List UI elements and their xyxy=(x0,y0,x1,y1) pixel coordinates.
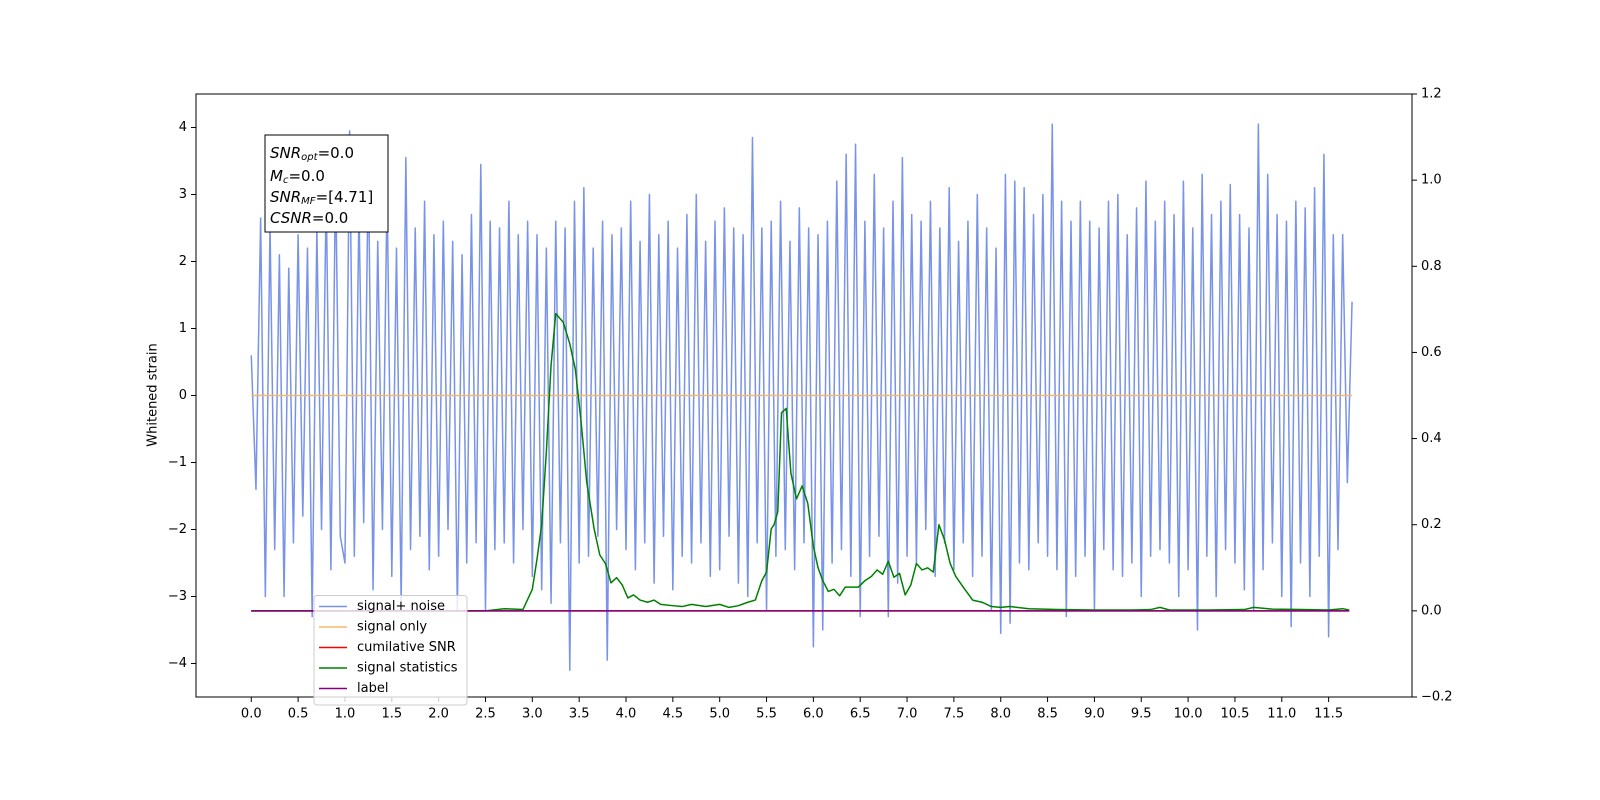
y2-tick-label: 1.0 xyxy=(1421,173,1442,188)
legend-label: signal+ noise xyxy=(357,599,445,614)
x-tick-label: 7.5 xyxy=(944,707,965,722)
y2-tick-label: 1.2 xyxy=(1421,87,1442,102)
annotation-line: Mc=0.0 xyxy=(270,167,325,187)
annotation-frame xyxy=(264,134,389,233)
annotation-text: =0.0 xyxy=(312,209,348,227)
y2-tick-label: 0.0 xyxy=(1421,603,1442,618)
x-tick-label: 5.0 xyxy=(709,707,730,722)
y-tick-label: 3 xyxy=(179,187,187,202)
x-tick-label: 8.5 xyxy=(1037,707,1058,722)
annotation-line: CSNR=0.0 xyxy=(270,209,348,227)
x-tick-label: 3.5 xyxy=(569,707,590,722)
y-tick-label: −2 xyxy=(168,522,187,537)
lines xyxy=(250,123,1353,671)
annotation-base: SNR xyxy=(270,188,301,206)
x-tick-label: 9.0 xyxy=(1084,707,1105,722)
legend-label: signal only xyxy=(357,620,427,635)
annotation-line: SNRopt=0.0 xyxy=(270,144,354,164)
x-tick-label: 9.5 xyxy=(1131,707,1152,722)
y-tick-label: 1 xyxy=(179,321,187,336)
x-tick-label: 5.5 xyxy=(756,707,777,722)
y2-tick-label: 0.2 xyxy=(1421,517,1442,532)
annotation-sub: MF xyxy=(301,196,316,207)
x-tick-label: 0.5 xyxy=(288,707,309,722)
x-tick-label: 1.5 xyxy=(381,707,402,722)
annotation-text: =0.0 xyxy=(318,144,354,162)
annotation-base: SNR xyxy=(270,144,301,162)
y2-tick-label: −0.2 xyxy=(1421,690,1453,705)
legend: signal+ noise signal only cumilative SNR si… xyxy=(313,595,468,706)
y2-tick-label: 0.6 xyxy=(1421,345,1442,360)
annotation-sub: c xyxy=(283,175,289,186)
y2-tick-label: 0.4 xyxy=(1421,431,1442,446)
annotation-text: =0.0 xyxy=(288,167,324,185)
x-tick-label: 4.0 xyxy=(616,707,637,722)
y-tick-label: 0 xyxy=(179,388,187,403)
series-line xyxy=(250,123,1353,671)
x-tick-label: 1.0 xyxy=(335,707,356,722)
x-tick-label: 0.0 xyxy=(241,707,262,722)
x-tick-label: 6.0 xyxy=(803,707,824,722)
annotation-base: CSNR xyxy=(270,209,312,227)
x-tick-label: 6.5 xyxy=(850,707,871,722)
y-tick-label: 2 xyxy=(179,254,187,269)
y2-tick-label: 0.8 xyxy=(1421,259,1442,274)
x-tick-label: 8.0 xyxy=(990,707,1011,722)
y-tick-label: 4 xyxy=(179,120,187,135)
legend-label: cumilative SNR xyxy=(357,640,456,655)
legend-label: label xyxy=(357,681,388,696)
x-tick-label: 4.5 xyxy=(663,707,684,722)
x-tick-label: 2.0 xyxy=(428,707,449,722)
x-tick-label: 10.0 xyxy=(1174,707,1203,722)
x-tick-label: 11.5 xyxy=(1314,707,1343,722)
annotation-base: M xyxy=(270,167,283,185)
x-tick-label: 2.5 xyxy=(475,707,496,722)
annotation-box: SNRopt=0.0 Mc=0.0 SNRMF=[4.71] CSNR=0.0 xyxy=(264,134,389,233)
ticks: 0.0 0.5 1.0 1.5 2.0 2.5 3.0 3.5 4.0 4.5 5.0 5.5 6.0 6… xyxy=(168,87,1453,722)
x-tick-label: 7.0 xyxy=(897,707,918,722)
annotation-line: SNRMF=[4.71] xyxy=(270,188,373,208)
y-axis-label: Whitened strain xyxy=(146,343,161,446)
x-tick-label: 3.0 xyxy=(522,707,543,722)
series-line xyxy=(251,312,1350,612)
annotation-sub: opt xyxy=(301,152,318,163)
annotation-text: =[4.71] xyxy=(316,188,374,206)
y-tick-label: −3 xyxy=(168,589,187,604)
x-tick-label: 10.5 xyxy=(1220,707,1249,722)
y-tick-label: −1 xyxy=(168,455,187,470)
legend-frame xyxy=(313,595,468,706)
x-tick-label: 11.0 xyxy=(1267,707,1296,722)
y-tick-label: −4 xyxy=(168,656,187,671)
axes-frame xyxy=(195,93,1413,698)
legend-label: signal statistics xyxy=(357,661,458,676)
